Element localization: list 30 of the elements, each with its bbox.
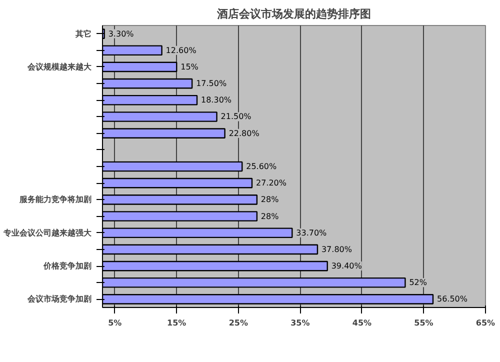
x-tick-label: 35% bbox=[290, 318, 310, 328]
data-label: 28% bbox=[260, 212, 280, 221]
data-label: 22.80% bbox=[228, 128, 260, 138]
x-tick-label: 65% bbox=[476, 318, 496, 328]
data-label: 25.60% bbox=[246, 162, 278, 171]
x-tick-label: 5% bbox=[108, 318, 122, 328]
data-label: 12.60% bbox=[166, 46, 197, 55]
data-label: 21.50% bbox=[220, 112, 252, 122]
data-label: 17.50% bbox=[196, 79, 227, 88]
y-tick-label: 服务能力竞争将加剧 bbox=[18, 195, 92, 204]
data-label: 37.80% bbox=[321, 244, 352, 254]
x-tick-label: 55% bbox=[414, 318, 434, 328]
data-label: 15% bbox=[180, 62, 199, 72]
data-label: 18.30% bbox=[201, 96, 232, 105]
y-tick-label: 会议规模越来越大 bbox=[26, 62, 92, 72]
data-label: 52% bbox=[409, 278, 428, 288]
y-tick-label: 会议市场竞争加剧 bbox=[26, 294, 92, 304]
x-tick-label: 25% bbox=[228, 318, 248, 328]
y-tick-label: 专业会议公司越来越强大 bbox=[2, 228, 92, 238]
x-tick-label: 45% bbox=[352, 318, 372, 328]
data-label: 3.30% bbox=[108, 29, 134, 38]
data-label: 33.70% bbox=[296, 228, 328, 238]
y-tick-label: 其它 bbox=[74, 28, 92, 38]
data-label: 28% bbox=[260, 195, 280, 204]
data-label: 27.20% bbox=[256, 178, 287, 188]
y-tick-label: 价格竞争加剧 bbox=[42, 262, 92, 271]
data-label: 56.50% bbox=[436, 294, 468, 304]
chart-title: 酒店会议市场发展的趋势排序图 bbox=[216, 8, 371, 20]
data-label: 39.40% bbox=[331, 262, 362, 271]
x-tick-label: 15% bbox=[167, 318, 186, 328]
